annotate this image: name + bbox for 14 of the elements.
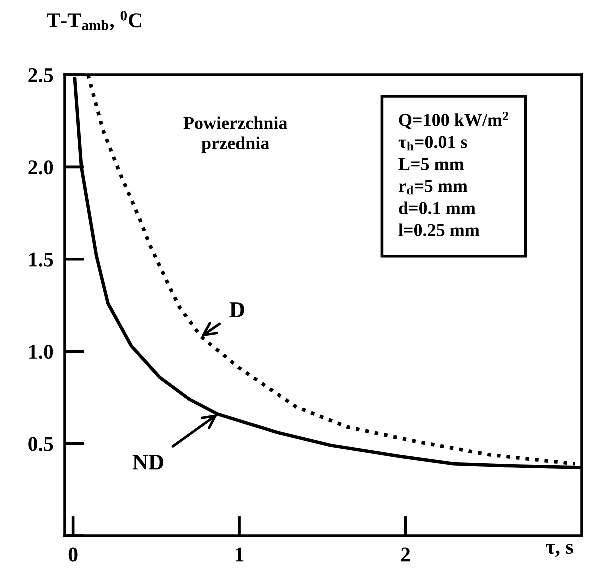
y-tick-label: 0.5 xyxy=(28,437,54,452)
y-tick-label: 2.5 xyxy=(28,68,54,83)
x-tick-label: 2 xyxy=(401,548,410,562)
y-axis-title: T-T$_{amb}$, $^{0}$C xyxy=(47,10,142,31)
y-tick-label: 1.5 xyxy=(30,252,54,267)
y-tick-label: 2.0 xyxy=(28,160,54,175)
x-axis-title: τ, s xyxy=(546,544,574,558)
x-tick-label: 0 xyxy=(68,548,78,562)
text: ND xyxy=(132,455,164,470)
x-tick-label: 1 xyxy=(236,548,244,562)
y-tick-label: 1.0 xyxy=(30,344,54,360)
annotation: Powierzchnia przednia xyxy=(184,116,288,154)
text: Q=100 kW/m$^{2}$ τ$_{h}$=0.01 s L=5 mm r$_{d}$=5 mm d=0.1 mm l=0.25 mm xyxy=(398,112,508,237)
series-label: D xyxy=(230,302,244,318)
